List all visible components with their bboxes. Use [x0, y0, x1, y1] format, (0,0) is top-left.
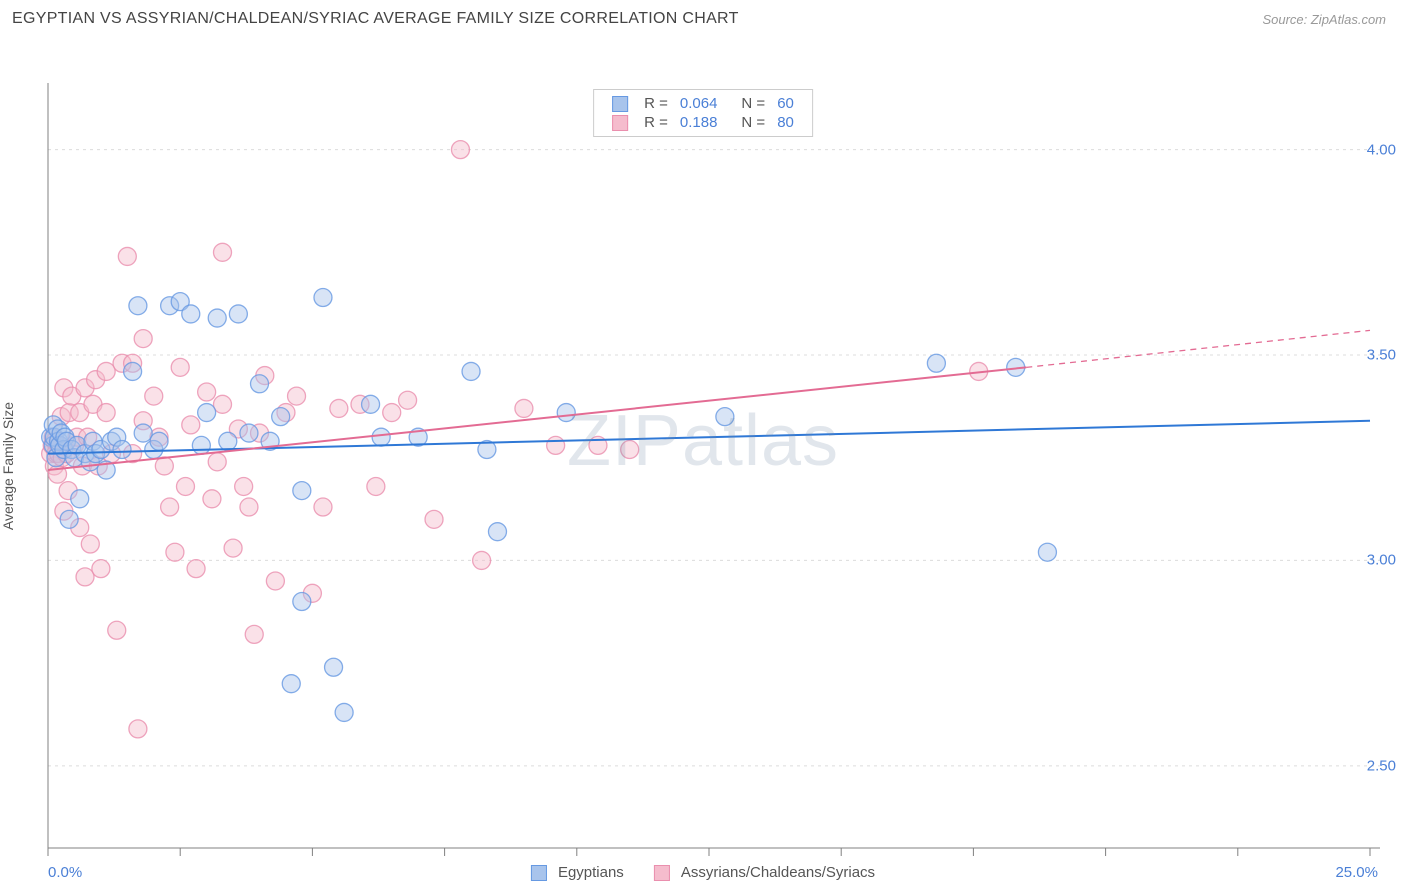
legend-swatch	[531, 865, 547, 881]
legend-series-label: Egyptians	[558, 864, 624, 881]
legend-r-label: R =	[638, 94, 674, 113]
legend-r-label: R =	[638, 113, 674, 132]
legend-r-value: 0.188	[674, 113, 724, 132]
legend-n-label: N =	[735, 113, 771, 132]
legend-swatch	[654, 865, 670, 881]
legend-series-label: Assyrians/Chaldeans/Syriacs	[681, 864, 875, 881]
legend-series: Egyptians Assyrians/Chaldeans/Syriacs	[531, 864, 875, 881]
source-label: Source: ZipAtlas.com	[1262, 12, 1386, 27]
legend-n-label: N =	[735, 94, 771, 113]
y-tick-label: 2.50	[1367, 757, 1396, 774]
x-axis-label-min: 0.0%	[48, 864, 82, 881]
scatter-plot-svg	[0, 33, 1406, 883]
x-axis-label-max: 25.0%	[1335, 864, 1378, 881]
y-tick-label: 4.00	[1367, 141, 1396, 158]
legend-n-value: 60	[771, 94, 800, 113]
legend-correlation: R =0.064 N =60 R =0.188 N =80	[593, 89, 813, 137]
y-tick-label: 3.50	[1367, 347, 1396, 364]
legend-r-value: 0.064	[674, 94, 724, 113]
y-tick-label: 3.00	[1367, 552, 1396, 569]
chart-title: EGYPTIAN VS ASSYRIAN/CHALDEAN/SYRIAC AVE…	[12, 10, 739, 28]
legend-n-value: 80	[771, 113, 800, 132]
y-axis-title: Average Family Size	[0, 402, 16, 530]
legend-swatch	[612, 96, 628, 112]
legend-swatch	[612, 115, 628, 131]
chart-area: Average Family Size ZIPatlas R =0.064N =…	[0, 33, 1406, 883]
